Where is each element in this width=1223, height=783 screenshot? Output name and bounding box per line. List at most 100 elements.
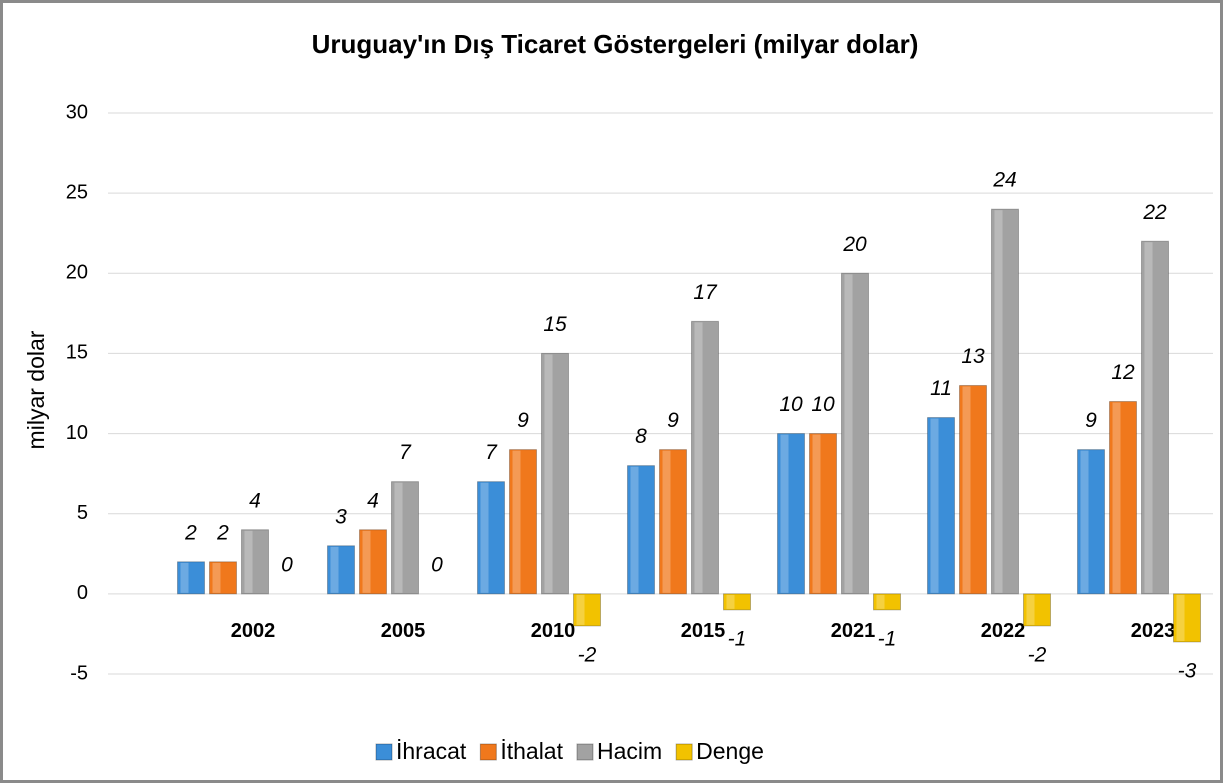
- y-tick-label: 0: [77, 582, 88, 604]
- data-label: 11: [930, 377, 952, 400]
- data-label: -2: [1028, 643, 1047, 666]
- data-label: 0: [431, 553, 443, 576]
- data-label: 7: [399, 441, 412, 464]
- bar-highlight: [994, 210, 1003, 593]
- x-tick-label: 2010: [531, 620, 576, 642]
- data-label: -1: [728, 627, 747, 650]
- bar: [927, 417, 955, 595]
- bar: [359, 529, 387, 595]
- data-label: 10: [811, 393, 835, 416]
- y-tick-label: 10: [66, 422, 88, 444]
- bar-highlight: [812, 434, 821, 593]
- bar: [959, 384, 987, 595]
- legend-swatch: [375, 743, 393, 761]
- bar: [777, 433, 805, 595]
- data-label: -1: [878, 627, 897, 650]
- data-label: 10: [779, 393, 803, 416]
- bar: [723, 593, 751, 611]
- bar-highlight: [1176, 594, 1185, 641]
- bar-highlight: [1144, 242, 1153, 593]
- bar: [327, 545, 355, 595]
- bar-highlight: [1080, 450, 1089, 593]
- bar: [209, 561, 237, 595]
- bar-highlight: [1112, 402, 1121, 593]
- bar: [1141, 240, 1169, 595]
- y-axis-label: milyar dolar: [23, 330, 49, 449]
- data-label: 17: [693, 281, 718, 304]
- legend-label: İthalat: [500, 738, 563, 764]
- data-label: 4: [249, 489, 261, 512]
- bar: [1077, 449, 1105, 595]
- bar: [1109, 401, 1137, 595]
- bar: [391, 481, 419, 595]
- bar-highlight: [180, 562, 189, 593]
- bar-highlight: [212, 562, 221, 593]
- bar-highlight: [394, 482, 403, 593]
- x-tick-label: 2023: [1131, 620, 1176, 642]
- bar-highlight: [244, 530, 253, 593]
- bar-highlight: [362, 530, 371, 593]
- y-tick-label: 15: [66, 342, 88, 364]
- bar: [541, 352, 569, 595]
- data-label: -2: [578, 643, 597, 666]
- bar: [1023, 593, 1051, 627]
- bar: [573, 593, 601, 627]
- y-tick-label: 5: [77, 502, 88, 524]
- x-tick-label: 2002: [231, 620, 276, 642]
- y-tick-label: -5: [70, 662, 88, 684]
- data-label: 13: [961, 345, 985, 368]
- bar: [809, 433, 837, 595]
- data-label: 7: [485, 441, 498, 464]
- bar-highlight: [1026, 594, 1035, 625]
- data-label: 24: [992, 169, 1016, 192]
- legend-swatch: [576, 743, 594, 761]
- legend-swatch: [675, 743, 693, 761]
- bar-highlight: [576, 594, 585, 625]
- y-tick-label: 30: [66, 101, 88, 123]
- bar-highlight: [330, 546, 339, 593]
- bar: [627, 465, 655, 595]
- bar: [477, 481, 505, 595]
- data-label: 9: [667, 409, 679, 432]
- legend-label: İhracat: [396, 738, 467, 764]
- data-label: 8: [635, 425, 647, 448]
- x-tick-label: 2022: [981, 620, 1026, 642]
- data-label: 22: [1142, 201, 1167, 224]
- data-label: 9: [517, 409, 529, 432]
- bar: [1173, 593, 1201, 643]
- bar-highlight: [780, 434, 789, 593]
- bar: [241, 529, 269, 595]
- bar: [991, 208, 1019, 595]
- bar-highlight: [544, 354, 553, 593]
- data-label: 2: [216, 521, 229, 544]
- bar-highlight: [876, 594, 885, 609]
- bar: [659, 449, 687, 595]
- bar: [691, 320, 719, 595]
- bar: [509, 449, 537, 595]
- y-tick-label: 25: [66, 181, 88, 203]
- x-tick-label: 2005: [381, 620, 426, 642]
- bar-highlight: [480, 482, 489, 593]
- x-tick-label: 2021: [831, 620, 876, 642]
- data-label: 20: [842, 233, 867, 256]
- legend-swatch: [479, 743, 497, 761]
- data-label: 4: [367, 489, 379, 512]
- data-label: -3: [1178, 659, 1197, 682]
- bar: [841, 272, 869, 595]
- data-label: 3: [335, 505, 347, 528]
- y-tick-label: 20: [66, 262, 88, 284]
- bar-highlight: [726, 594, 735, 609]
- bar-highlight: [844, 274, 853, 593]
- legend-label: Hacim: [597, 738, 662, 764]
- data-label: 15: [543, 313, 567, 336]
- bar-highlight: [630, 466, 639, 593]
- chart-title: Uruguay'ın Dış Ticaret Göstergeleri (mil…: [312, 29, 919, 59]
- data-label: 12: [1111, 361, 1135, 384]
- bar-highlight: [694, 322, 703, 593]
- bar-highlight: [962, 386, 971, 593]
- bar: [873, 593, 901, 611]
- data-label: 2: [184, 521, 197, 544]
- data-label: 0: [281, 553, 293, 576]
- bar: [177, 561, 205, 595]
